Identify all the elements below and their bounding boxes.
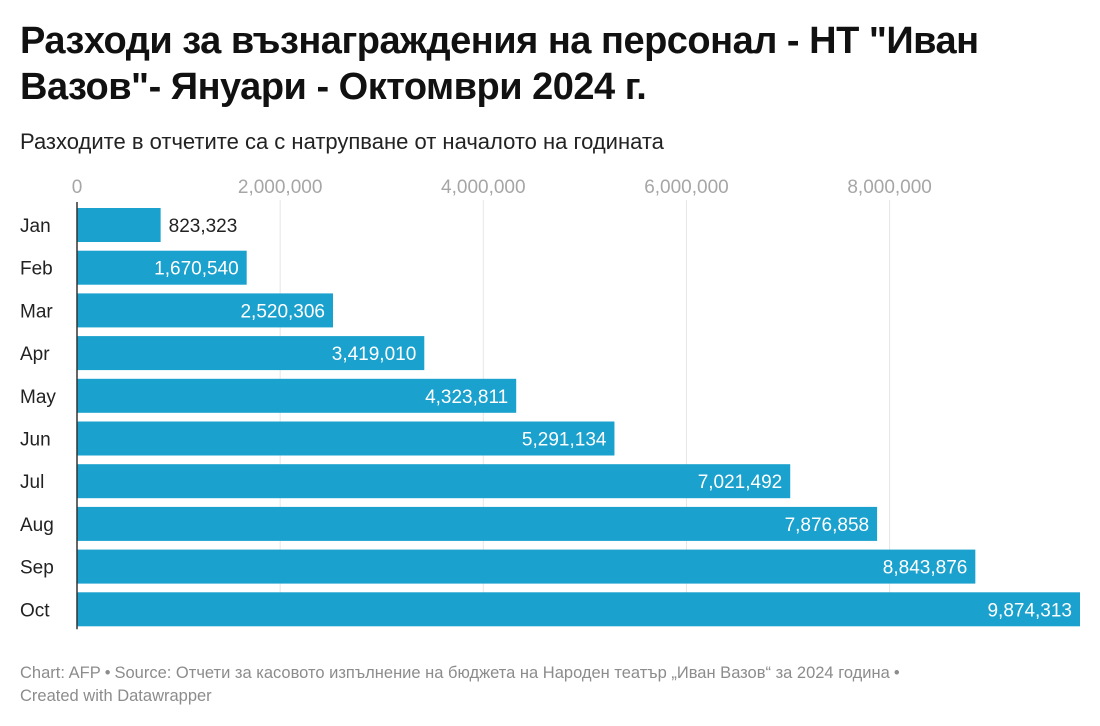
bar-jul [77,464,791,499]
chart-footer: Chart: AFP • Source: Отчети за касовото из… [20,662,1080,708]
bar-sep [77,549,976,584]
x-tick-label: 8,000,000 [847,177,932,198]
created-with: Created with Datawrapper [20,687,212,705]
x-axis-ticks: 0 2,000,000 4,000,000 6,000,000 8,000,000 [72,177,932,198]
category-label: Apr [20,344,50,365]
bar-may [77,378,517,413]
bars [77,208,1080,627]
category-label: Oct [20,600,50,621]
category-label: Sep [20,558,54,579]
bar-mar [77,293,334,328]
value-label: 9,874,313 [987,600,1072,621]
category-labels: Jan Feb Mar Apr May Jun Jul Aug Sep Oct [20,216,56,621]
bar-feb [77,250,247,285]
category-label: Feb [20,259,53,280]
value-label: 2,520,306 [240,301,325,322]
category-label: Jun [20,430,51,451]
category-label: Jan [20,216,51,237]
chart-subtitle: Разходите в отчетите са с натрупване от … [20,129,664,154]
chart-title: Разходи за възнаграждения на персонал - … [20,20,979,108]
bar-oct [77,592,1080,627]
value-label: 1,670,540 [154,259,239,280]
value-label: 7,876,858 [785,515,870,536]
footer-separator: • [104,664,111,682]
x-tick-label: 2,000,000 [238,177,323,198]
value-label: 823,323 [169,216,238,237]
category-label: Jul [20,472,44,493]
value-label: 4,323,811 [425,387,508,408]
bar-aug [77,506,878,541]
bar-jan [77,208,161,242]
bar-jun [77,421,615,456]
category-label: May [20,387,56,408]
x-tick-label: 0 [72,177,83,198]
footer-separator: • [893,664,900,682]
bar-apr [77,336,425,371]
value-label: 8,843,876 [883,558,968,579]
value-label: 3,419,010 [332,344,417,365]
category-label: Aug [20,515,54,536]
value-label: 5,291,134 [522,430,607,451]
x-tick-label: 6,000,000 [644,177,729,198]
chart-credit: Chart: AFP [20,664,101,682]
bar-chart: 0 2,000,000 4,000,000 6,000,000 8,000,000 Ja… [20,177,1080,630]
value-label: 7,021,492 [698,472,783,493]
x-tick-label: 4,000,000 [441,177,526,198]
source-note: Source: Отчети за касовото изпълнение на… [114,664,890,682]
category-label: Mar [20,301,53,322]
